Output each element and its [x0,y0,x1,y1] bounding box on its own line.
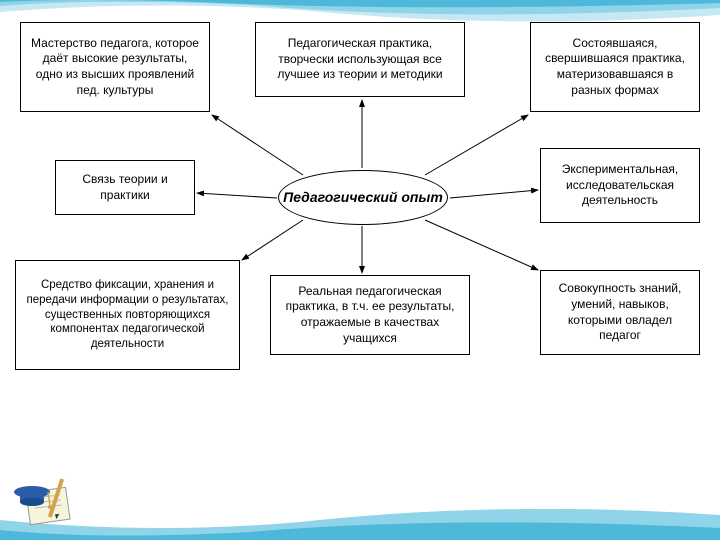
box-text: Реальная педагогическая практика, в т.ч.… [279,284,461,346]
box-mid-left: Связь теории и практики [55,160,195,215]
box-text: Совокупность знаний, умений, навыков, ко… [549,281,691,343]
center-node: Педагогический опыт [278,170,448,225]
box-text: Экспериментальная, исследовательская дея… [549,162,691,209]
box-bot-right: Совокупность знаний, умений, навыков, ко… [540,270,700,355]
box-text: Педагогическая практика, творчески испол… [264,36,456,83]
box-text: Состоявшаяся, свершившаяся практика, мат… [539,36,691,98]
graduation-notebook-icon [10,460,80,530]
box-bot-mid: Реальная педагогическая практика, в т.ч.… [270,275,470,355]
box-top-right: Состоявшаяся, свершившаяся практика, мат… [530,22,700,112]
box-bot-left: Средство фиксации, хранения и передачи и… [15,260,240,370]
box-text: Средство фиксации, хранения и передачи и… [24,278,231,353]
box-top-left: Мастерство педагога, которое даёт высоки… [20,22,210,112]
center-text: Педагогический опыт [283,189,443,206]
box-text: Мастерство педагога, которое даёт высоки… [29,36,201,98]
decor-bottom [0,480,720,540]
box-text: Связь теории и практики [64,172,186,203]
box-mid-right: Экспериментальная, исследовательская дея… [540,148,700,223]
box-top-mid: Педагогическая практика, творчески испол… [255,22,465,97]
